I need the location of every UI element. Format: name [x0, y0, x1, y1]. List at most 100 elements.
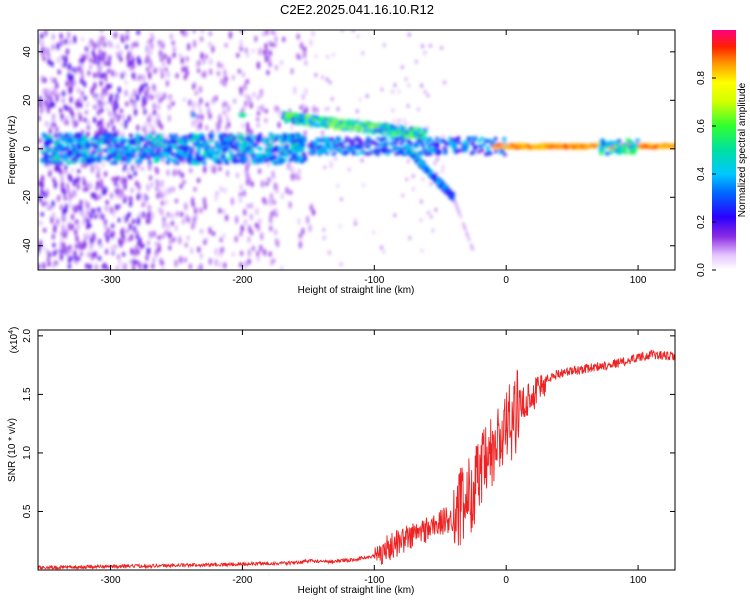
spectrogram-cell	[225, 113, 229, 122]
spectrogram-cell	[299, 118, 304, 122]
spectrogram-cell	[322, 119, 327, 123]
spectrogram-cell	[64, 132, 70, 137]
spectrogram-cell	[183, 74, 187, 81]
spectrogram-cell	[439, 139, 444, 143]
spectrogram-cell	[140, 193, 144, 200]
spectrogram-cell	[470, 141, 475, 146]
spectrogram-cell	[623, 143, 629, 148]
x-tick-label: 0	[503, 575, 509, 586]
spectrogram-cell	[495, 143, 502, 147]
spectrogram-cell	[145, 94, 150, 102]
spectrogram-cell	[238, 192, 242, 197]
spectrogram-cell	[420, 83, 424, 88]
spectrogram-cell	[157, 245, 161, 253]
spectrogram-cell	[182, 179, 186, 186]
spectrogram-cell	[476, 149, 481, 154]
spectrogram-cell	[322, 227, 326, 232]
spectrogram-cell	[321, 75, 324, 80]
spectrogram-cell	[113, 160, 118, 165]
spectrogram-cell	[200, 30, 204, 34]
spectrogram-cell	[59, 241, 63, 250]
spectrogram-cell	[105, 83, 109, 92]
spectrogram-cell	[477, 139, 482, 143]
spectrogram-cell	[71, 118, 75, 125]
spectrogram-cell	[97, 193, 102, 200]
spectrogram-cell	[563, 146, 570, 150]
spectrogram-cell	[72, 66, 76, 73]
spectrogram-cell	[145, 218, 150, 225]
spectrogram-cell	[417, 160, 422, 165]
x-tick-label: -200	[232, 275, 252, 286]
spectrogram-cell	[81, 242, 85, 251]
spectrogram-cell	[58, 132, 63, 137]
spectrogram-cell	[89, 236, 94, 245]
spectrogram-cell	[393, 83, 397, 88]
spectrogram-cell	[138, 59, 142, 66]
spectrogram-cell	[127, 237, 131, 243]
spectrogram-cell	[80, 57, 84, 65]
spectrogram-cell	[126, 30, 130, 34]
spectrogram-cell	[196, 68, 201, 74]
spectrogram-cell	[136, 76, 140, 82]
spectrogram-cell	[146, 240, 150, 246]
spectrogram-cell	[362, 183, 365, 188]
spectrogram-cell	[196, 177, 201, 183]
spectrogram-cell	[181, 66, 185, 73]
spectrogram-cell	[148, 230, 153, 239]
spectrogram-cell	[324, 139, 329, 144]
spectrogram-cell	[56, 56, 60, 64]
spectrogram-cell	[52, 242, 56, 248]
spectrogram-cell	[124, 89, 128, 97]
spectrogram-cell	[243, 82, 247, 91]
spectrogram-cell	[222, 109, 226, 116]
spectrogram-cell	[42, 245, 46, 251]
spectrogram-cell	[354, 123, 360, 128]
spectrogram-cell	[359, 121, 365, 126]
spectrogram-cell	[51, 33, 55, 41]
spectrogram-cell	[108, 111, 112, 117]
spectrogram-cell	[115, 71, 119, 78]
spectrogram-cell	[131, 218, 136, 225]
spectrogram-cell	[193, 118, 197, 127]
spectrogram-cell	[82, 180, 87, 187]
spectrogram-cell	[308, 121, 314, 126]
spectrogram-cell	[85, 152, 90, 157]
spectrogram-cell	[424, 152, 429, 157]
spectrogram-cell	[97, 255, 102, 261]
spectrogram-cell	[193, 160, 198, 165]
spectrogram-cell	[43, 154, 49, 159]
spectrogram-cell	[294, 158, 299, 163]
spectrogram-cell	[271, 160, 276, 165]
spectrogram-cell	[228, 155, 233, 160]
spectrogram-cell	[209, 58, 213, 66]
spectrogram-cell	[255, 158, 260, 163]
spectrogram-cell	[329, 160, 333, 165]
spectrogram-cell	[425, 140, 430, 145]
spectrogram-cell	[248, 176, 252, 185]
spectrogram-cell	[56, 42, 60, 51]
spectrogram-cell	[198, 121, 202, 130]
spectrogram-cell	[58, 160, 64, 165]
spectrogram-cell	[167, 97, 172, 103]
spectrogram-cell	[165, 80, 169, 87]
spectrogram-cell	[171, 101, 175, 107]
spectrogram-cell	[166, 156, 172, 161]
spectrogram-cell	[296, 33, 300, 40]
spectrogram-cell	[239, 231, 243, 237]
spectrogram-cell	[121, 265, 125, 270]
spectrogram-cell	[305, 114, 311, 119]
spectrogram-cell	[186, 158, 191, 163]
spectrogram-cell	[156, 181, 160, 188]
spectrogram-cell	[167, 104, 171, 111]
spectrogram-cell	[73, 35, 77, 44]
spectrogram-cell	[233, 141, 239, 146]
spectrogram-cell	[203, 167, 207, 174]
spectrogram-cells	[38, 30, 675, 270]
spectrogram-frame	[37, 29, 676, 271]
spectrogram-cell	[97, 207, 101, 212]
spectrogram-cell	[548, 145, 555, 150]
spectrogram-cell	[76, 176, 81, 183]
spectrogram-cell	[392, 118, 396, 123]
spectrogram-cell	[64, 55, 68, 63]
spectrogram-cell	[530, 144, 537, 148]
